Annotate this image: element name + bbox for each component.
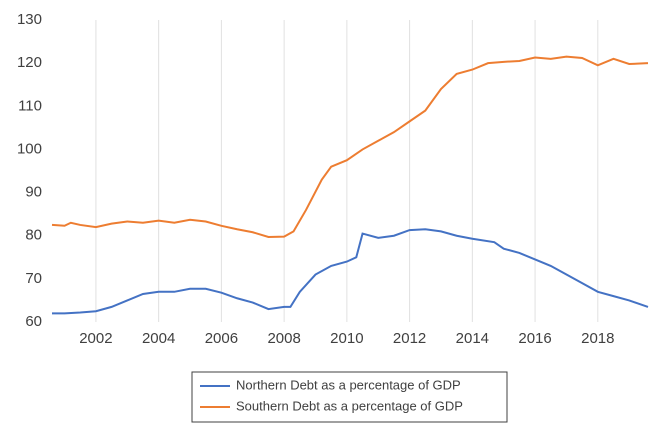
- y-tick-label: 130: [17, 11, 42, 28]
- x-tick-label: 2008: [267, 330, 300, 347]
- x-tick-label: 2006: [205, 330, 238, 347]
- y-tick-label: 110: [18, 97, 42, 114]
- x-tick-label: 2016: [518, 330, 551, 347]
- x-tick-label: 2018: [581, 330, 614, 347]
- y-tick-label: 70: [25, 270, 42, 287]
- y-tick-label: 100: [17, 140, 42, 157]
- x-tick-label: 2014: [456, 330, 489, 347]
- series-line: [52, 228, 649, 315]
- y-tick-label: 60: [25, 313, 42, 330]
- legend-label: Northern Debt as a percentage of GDP: [236, 377, 461, 392]
- legend-label: Southern Debt as a percentage of GDP: [236, 398, 463, 413]
- series-line: [51, 55, 649, 239]
- x-tick-label: 2002: [79, 330, 112, 347]
- y-tick-label: 120: [17, 54, 42, 71]
- y-tick-label: 80: [25, 227, 42, 244]
- x-tick-label: 2010: [330, 330, 363, 347]
- x-tick-label: 2012: [393, 330, 426, 347]
- x-tick-label: 2004: [142, 330, 175, 347]
- legend-box: [191, 371, 508, 423]
- y-tick-label: 90: [25, 184, 42, 201]
